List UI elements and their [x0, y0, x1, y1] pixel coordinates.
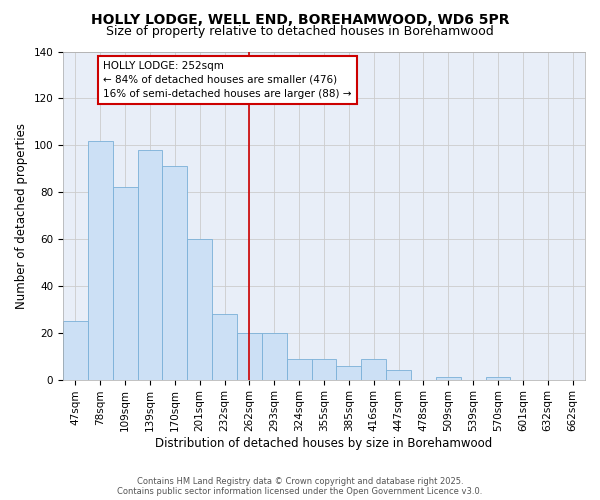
Bar [262, 332, 287, 380]
Bar [337, 366, 361, 380]
Y-axis label: Number of detached properties: Number of detached properties [15, 122, 28, 308]
Text: HOLLY LODGE: 252sqm
← 84% of detached houses are smaller (476)
16% of semi-detac: HOLLY LODGE: 252sqm ← 84% of detached ho… [103, 61, 351, 99]
Bar [212, 314, 237, 380]
Bar [88, 140, 113, 380]
Bar [386, 370, 411, 380]
Bar [436, 378, 461, 380]
Bar [187, 239, 212, 380]
Bar [485, 378, 511, 380]
Bar [163, 166, 187, 380]
Text: HOLLY LODGE, WELL END, BOREHAMWOOD, WD6 5PR: HOLLY LODGE, WELL END, BOREHAMWOOD, WD6 … [91, 12, 509, 26]
Bar [113, 188, 137, 380]
Bar [237, 332, 262, 380]
Bar [311, 358, 337, 380]
X-axis label: Distribution of detached houses by size in Borehamwood: Distribution of detached houses by size … [155, 437, 493, 450]
Bar [361, 358, 386, 380]
Bar [287, 358, 311, 380]
Text: Contains HM Land Registry data © Crown copyright and database right 2025.
Contai: Contains HM Land Registry data © Crown c… [118, 476, 482, 496]
Bar [63, 321, 88, 380]
Bar [137, 150, 163, 380]
Text: Size of property relative to detached houses in Borehamwood: Size of property relative to detached ho… [106, 25, 494, 38]
